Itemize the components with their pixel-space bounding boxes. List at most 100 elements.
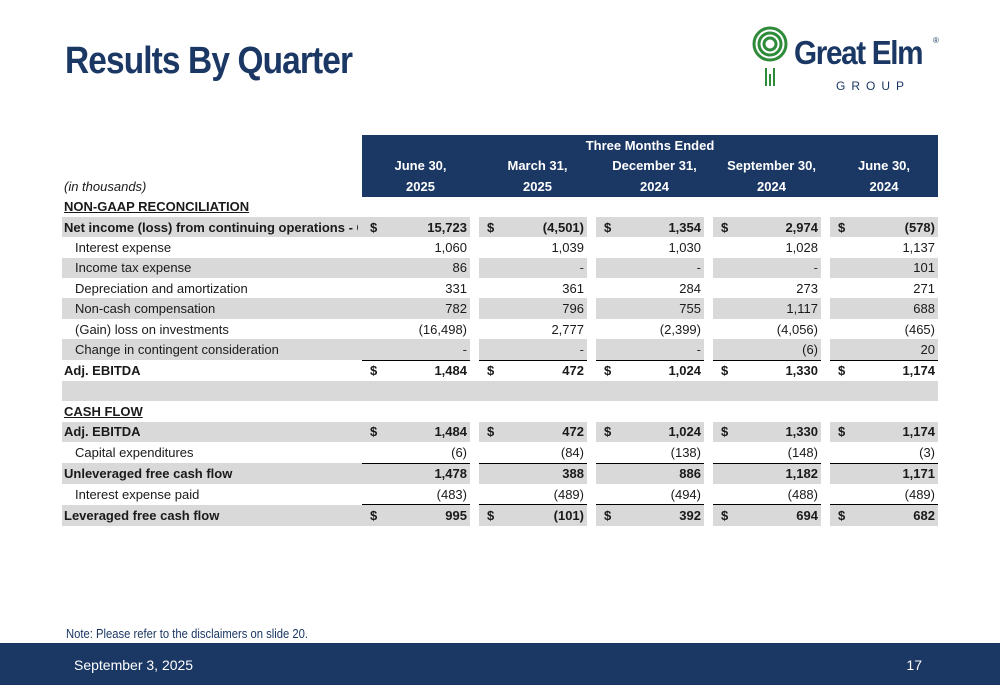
dollar-sign: $ (596, 421, 616, 443)
column-spacer (704, 504, 713, 526)
dollar-sign (362, 257, 382, 279)
value-cell: 472 (562, 363, 584, 379)
column-spacer (704, 339, 713, 361)
value-cell: 331 (445, 280, 467, 296)
column-spacer (821, 237, 830, 257)
column-spacer (821, 504, 830, 526)
column-month-header: September 30, (713, 155, 830, 176)
column-spacer (704, 216, 713, 238)
value-cell: (489) (850, 483, 938, 506)
column-spacer (587, 484, 596, 505)
column-spacer (470, 278, 479, 298)
row-label: Adj. EBITDA (64, 363, 141, 379)
logo-registered-mark: ® (933, 36, 939, 45)
value-cell: (6) (733, 339, 821, 361)
column-spacer (470, 319, 479, 339)
row-gap (358, 504, 362, 526)
row-label: Adj. EBITDA (62, 421, 358, 443)
blank-cell (358, 197, 938, 217)
value-cell: 2,974 (733, 216, 821, 238)
dollar-sign (713, 483, 733, 506)
column-spacer (821, 360, 830, 381)
column-spacer (704, 484, 713, 505)
dollar-sign (830, 442, 850, 464)
value-cell: (148) (733, 442, 821, 464)
column-spacer (704, 360, 713, 381)
value-cell: (578) (850, 216, 938, 238)
value-cell: 1,182 (733, 463, 821, 484)
column-spacer (821, 216, 830, 238)
dollar-sign (479, 339, 499, 361)
value-cell: 782 (382, 298, 470, 319)
value-cell: (488) (733, 483, 821, 506)
value-cell: (6) (382, 442, 470, 464)
column-spacer (587, 278, 596, 298)
column-spacer (587, 442, 596, 463)
group-header: Three Months Ended (362, 135, 938, 156)
units-label: (in thousands) (64, 178, 147, 194)
column-spacer (587, 319, 596, 339)
table-row: Capital expenditures (6) (84) (138) (148) (3) (62, 442, 938, 464)
dollar-sign (830, 463, 850, 484)
dollar-sign: $ (713, 504, 733, 526)
value-cell: - (499, 339, 587, 361)
dollar-sign: $ (370, 363, 378, 379)
table-row: (Gain) loss on investments (16,498) 2,777 (… (62, 319, 938, 339)
value-cell: 1,171 (850, 463, 938, 484)
row-label: (Gain) loss on investments (75, 321, 229, 337)
dollar-sign: $ (830, 421, 850, 443)
dollar-sign (713, 278, 733, 298)
dollar-sign (362, 339, 382, 361)
column-spacer (587, 237, 596, 257)
dollar-sign (596, 278, 616, 298)
column-spacer (470, 257, 479, 279)
header-spacer (62, 135, 358, 156)
column-spacer (470, 442, 479, 463)
value-cell: 1,060 (434, 239, 467, 255)
dollar-sign: $ (713, 216, 733, 238)
value-cell: - (616, 339, 704, 361)
table-row: Depreciation and amortization 331 361 284 27… (62, 278, 938, 298)
value-cell: 284 (679, 280, 701, 296)
column-year-header: 2024 (713, 176, 830, 197)
dollar-sign (596, 463, 616, 484)
dollar-sign (479, 257, 499, 279)
row-label: Change in contingent consideration (62, 339, 358, 361)
value-cell: 271 (913, 280, 935, 296)
column-spacer (470, 237, 479, 257)
footer-date: September 3, 2025 (74, 657, 194, 673)
value-cell: 361 (562, 280, 584, 296)
table-row: Adj. EBITDA $1,484 $472 $1,024 $1,330 $1,174 (62, 360, 938, 381)
dollar-sign: $ (596, 216, 616, 238)
value-cell: 995 (382, 504, 470, 526)
dollar-sign (830, 339, 850, 361)
dollar-sign (596, 483, 616, 506)
dollar-sign: $ (362, 421, 382, 443)
dollar-sign: $ (487, 363, 495, 379)
value-cell: (4,501) (499, 216, 587, 238)
logo-wordmark: Great Elm (794, 34, 924, 71)
dollar-sign (362, 298, 382, 319)
value-cell: 1,174 (902, 363, 935, 379)
dollar-sign (479, 237, 499, 257)
row-label: Net income (loss) from continuing operat… (62, 216, 358, 238)
column-year-header: 2024 (830, 176, 938, 197)
dollar-sign (830, 298, 850, 319)
section-heading-cash-flow: CASH FLOW (64, 404, 143, 420)
dollar-sign (362, 483, 382, 506)
row-gap (358, 339, 362, 361)
dollar-sign (362, 278, 382, 298)
value-cell: (489) (499, 483, 587, 506)
value-cell: 1,117 (733, 298, 821, 319)
row-label: Capital expenditures (75, 445, 194, 461)
value-cell: (483) (382, 483, 470, 506)
column-year-header: 2025 (479, 176, 596, 197)
dollar-sign (362, 463, 382, 484)
value-cell: 20 (850, 339, 938, 361)
dollar-sign: $ (721, 363, 729, 379)
column-month-header: March 31, (479, 155, 596, 176)
value-cell: 1,484 (434, 363, 467, 379)
value-cell: - (499, 257, 587, 279)
column-spacer (821, 442, 830, 463)
column-spacer (821, 339, 830, 361)
